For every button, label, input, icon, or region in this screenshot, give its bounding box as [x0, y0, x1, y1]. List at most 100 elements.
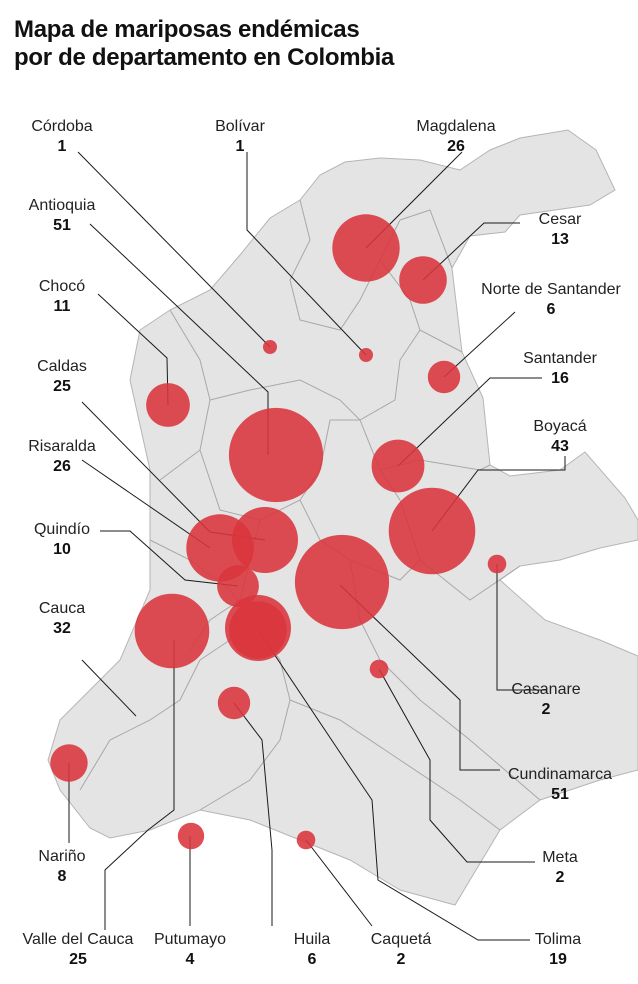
department-name: Antioquia	[28, 197, 96, 214]
label-casanare: Casanare 2	[511, 680, 580, 720]
leader-caqueta	[305, 839, 373, 927]
title-line-2: por de departamento en Colombia	[14, 44, 395, 71]
label-valle-del-cauca: Valle del Cauca 25	[23, 930, 134, 970]
department-count: 11	[53, 298, 71, 315]
department-name: Cauca	[38, 600, 86, 617]
label-cordoba: Córdoba 1	[31, 117, 92, 157]
department-name: Nariño	[38, 848, 86, 865]
department-count: 2	[555, 869, 565, 886]
department-name: Santander	[523, 350, 597, 367]
label-cauca: Cauca 32	[39, 599, 85, 639]
leader-casanare	[496, 564, 546, 691]
department-name: Boyacá	[533, 418, 587, 435]
department-name: Risaralda	[28, 438, 96, 455]
bubble-magdalena	[332, 214, 400, 282]
leader-santander	[397, 377, 542, 467]
leader-valle-del-cauca	[104, 640, 175, 930]
bubble-cundinamarca	[294, 534, 390, 630]
department-count: 16	[551, 370, 569, 387]
department-name: Norte de Santander	[481, 281, 621, 298]
label-risaralda: Risaralda 26	[28, 437, 96, 477]
bubble-tolima	[229, 601, 287, 659]
department-count: 25	[53, 378, 71, 395]
department-count: 51	[53, 217, 71, 234]
label-putumayo: Putumayo 4	[154, 930, 226, 970]
bubble-meta	[369, 659, 389, 679]
bubble-huila	[217, 686, 251, 720]
label-huila: Huila 6	[294, 930, 330, 970]
bubble-cordoba	[263, 340, 277, 354]
department-name: Cesar	[538, 211, 582, 228]
department-name: Casanare	[511, 681, 581, 698]
bubble-narino	[50, 744, 88, 782]
department-borders	[79, 199, 541, 831]
department-name: Caldas	[37, 358, 87, 375]
leader-meta	[378, 668, 535, 863]
bubble-casanare	[487, 554, 507, 574]
department-name: Putumayo	[153, 931, 227, 948]
bubble-cauca	[134, 593, 210, 669]
leader-tolima	[257, 629, 530, 941]
leader-cauca	[81, 659, 137, 717]
department-name: Córdoba	[31, 118, 93, 135]
label-bolivar: Bolívar 1	[215, 117, 265, 157]
department-count: 13	[551, 231, 569, 248]
map-title: Mapa de mariposas endémicas por de depar…	[14, 16, 624, 72]
department-count: 25	[69, 951, 87, 968]
department-name: Cundinamarca	[507, 766, 613, 783]
bubble-putumayo	[177, 822, 205, 850]
department-count: 43	[551, 438, 569, 455]
bubble-bolivar	[359, 348, 373, 362]
label-santander: Santander 16	[523, 349, 597, 389]
department-count: 6	[307, 951, 317, 968]
label-choco: Chocó 11	[39, 277, 85, 317]
label-norte-de-santander: Norte de Santander 6	[481, 280, 621, 320]
bubble-caqueta	[296, 830, 316, 850]
label-magdalena: Magdalena 26	[416, 117, 495, 157]
department-count: 32	[53, 620, 71, 637]
department-name: Magdalena	[416, 118, 496, 135]
department-name: Tolima	[534, 931, 582, 948]
department-name: Huila	[293, 931, 331, 948]
department-count: 51	[551, 786, 569, 803]
department-name: Bolívar	[215, 118, 265, 135]
leader-lines	[68, 151, 566, 941]
bubble-choco	[146, 383, 190, 427]
department-count: 19	[549, 951, 567, 968]
department-count: 1	[235, 138, 245, 155]
bubble-risaralda	[186, 514, 254, 582]
leader-cesar	[422, 222, 520, 281]
bubble-norte-de-santander	[427, 360, 461, 394]
department-name: Valle del Cauca	[22, 931, 134, 948]
leader-huila	[233, 702, 273, 926]
label-caqueta: Caquetá 2	[371, 930, 432, 970]
title-line-1: Mapa de mariposas endémicas	[14, 16, 360, 43]
bubble-cesar	[399, 256, 447, 304]
label-caldas: Caldas 25	[37, 357, 87, 397]
department-name: Chocó	[38, 278, 86, 295]
bubbles	[50, 214, 507, 850]
leader-bolivar	[246, 152, 367, 356]
bubble-antioquia	[228, 407, 324, 503]
department-count: 4	[185, 951, 195, 968]
department-name: Caquetá	[370, 931, 432, 948]
label-tolima: Tolima 19	[535, 930, 581, 970]
bubble-boyaca	[388, 487, 476, 575]
label-cesar: Cesar 13	[539, 210, 582, 250]
department-name: Meta	[542, 849, 578, 866]
leader-risaralda	[81, 459, 211, 549]
leader-cordoba	[77, 151, 271, 348]
leader-cundinamarca	[339, 584, 500, 771]
department-count: 26	[447, 138, 465, 155]
label-boyaca: Boyacá 43	[533, 417, 586, 457]
department-count: 8	[57, 868, 67, 885]
label-meta: Meta 2	[542, 848, 578, 888]
department-count: 6	[546, 301, 556, 318]
label-narino: Nariño 8	[38, 847, 85, 887]
bubble-santander	[371, 439, 425, 493]
label-quindio: Quindío 10	[34, 520, 90, 560]
department-count: 1	[57, 138, 67, 155]
department-name: Quindío	[33, 521, 91, 538]
leader-quindio	[100, 530, 239, 587]
